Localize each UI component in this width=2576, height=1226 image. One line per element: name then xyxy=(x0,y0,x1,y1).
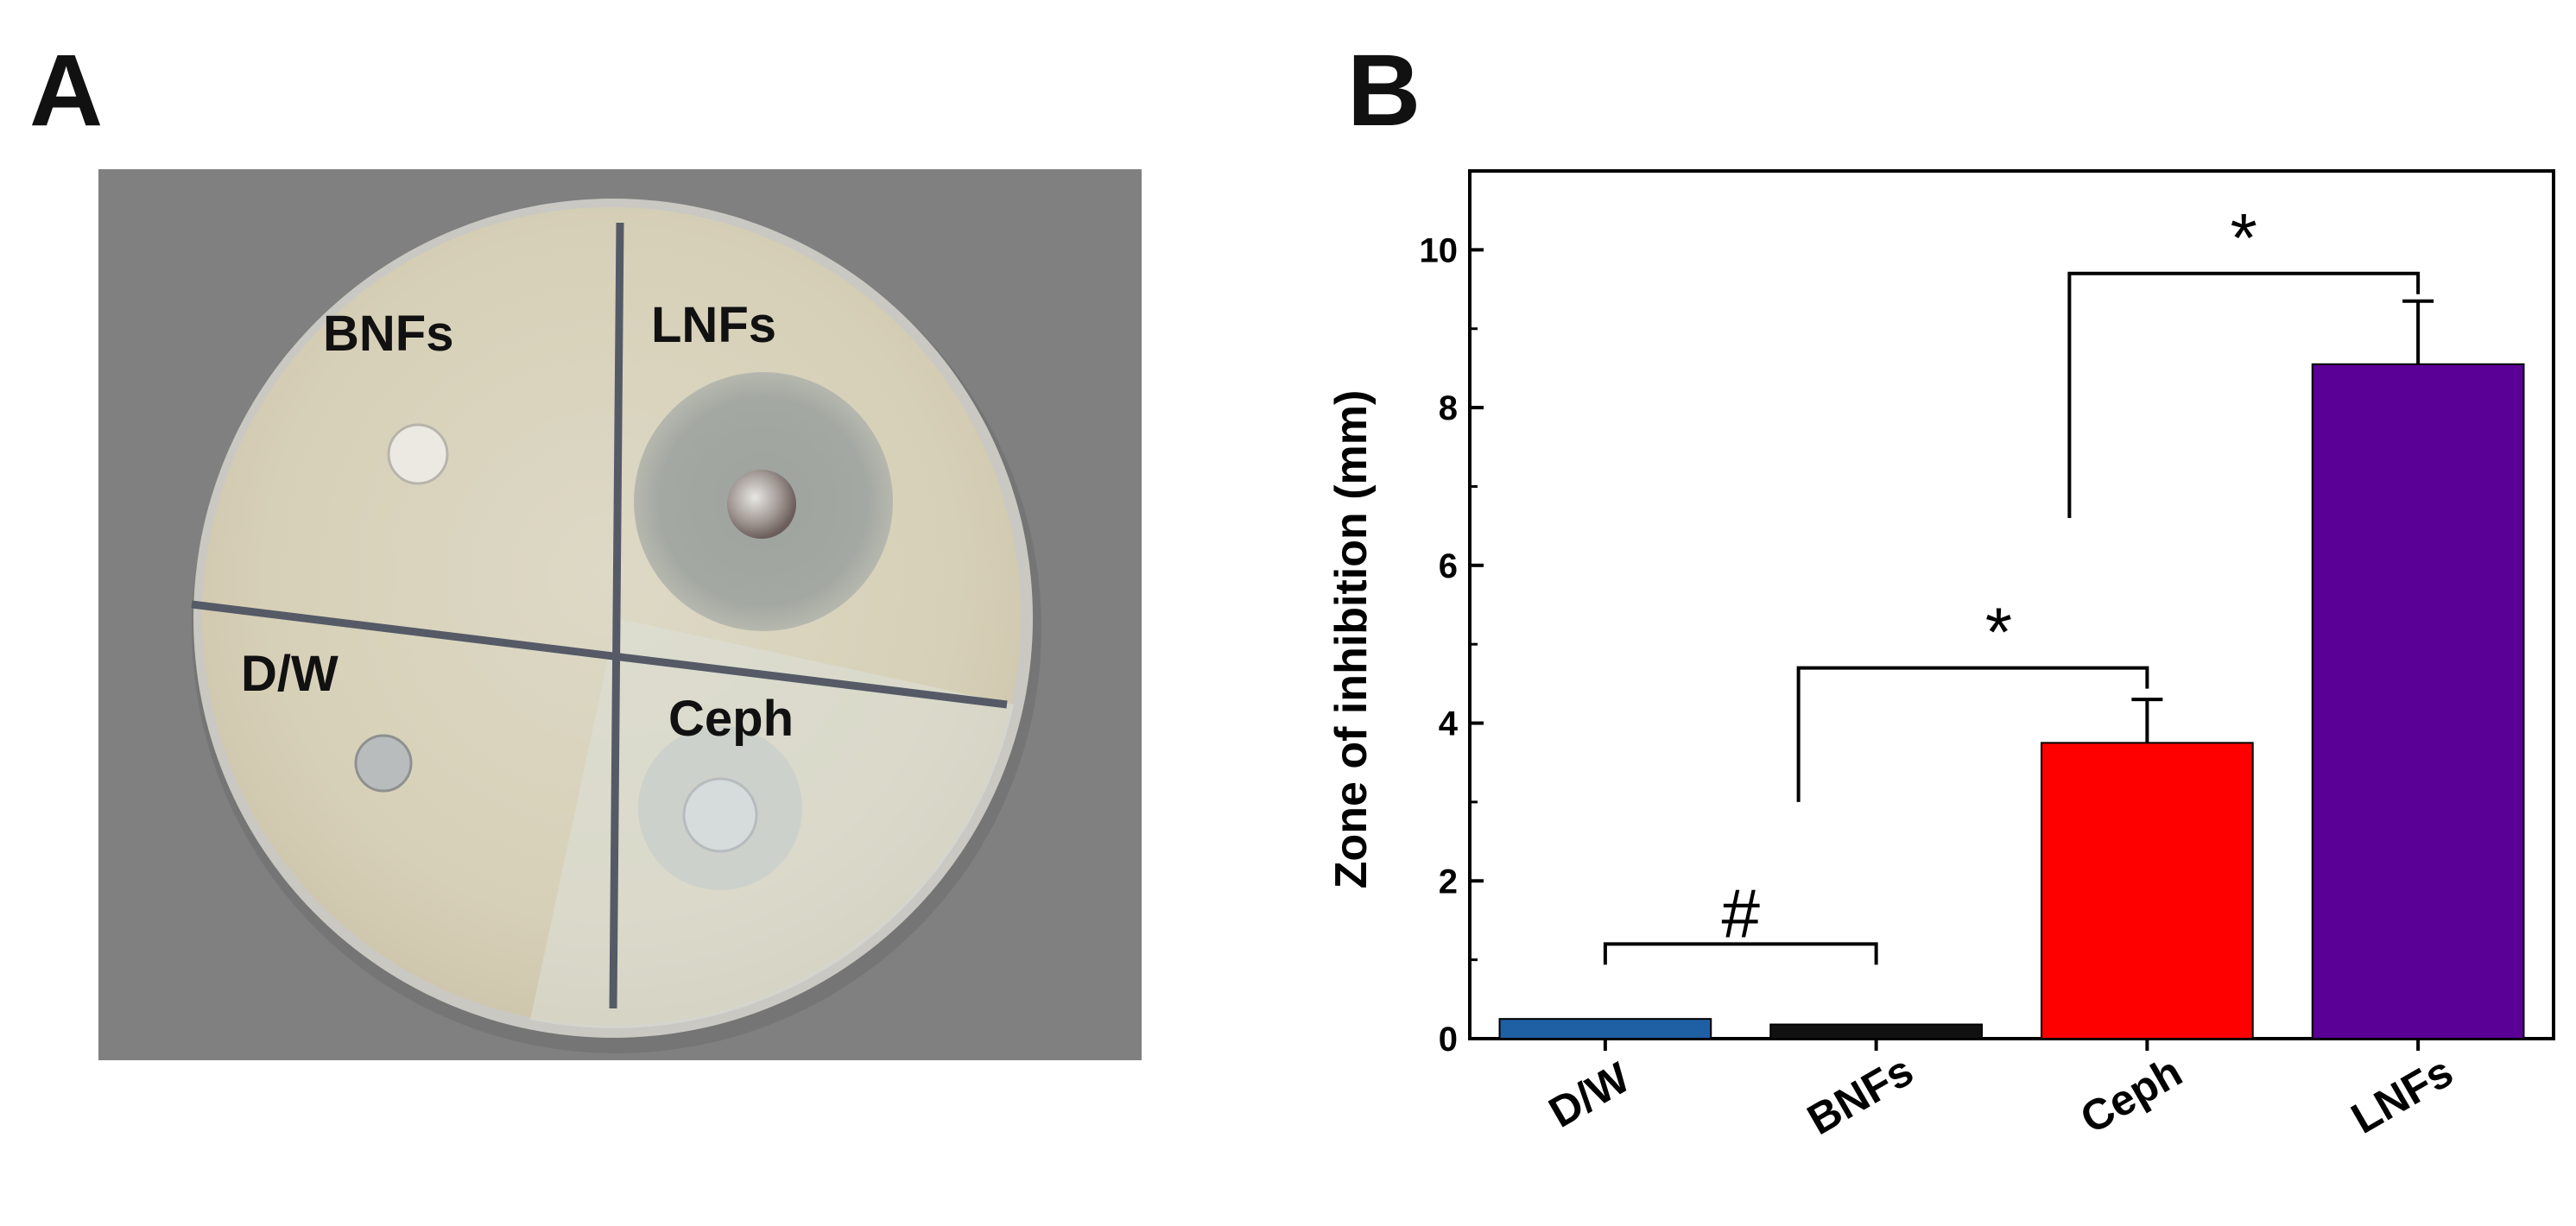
bar-lnfs xyxy=(2311,363,2525,1040)
x-tick-label: D/W xyxy=(1541,1052,1638,1136)
y-tick-label: 6 xyxy=(1439,547,1458,585)
x-tick-label: BNFs xyxy=(1800,1046,1921,1144)
y-tick-label: 8 xyxy=(1439,389,1458,427)
vertical-divider xyxy=(609,222,624,1009)
panel-b-letter: B xyxy=(1347,34,1421,148)
significance-bracket xyxy=(1796,666,2149,802)
label-lnfs: LNFs xyxy=(651,297,776,353)
y-tick-label: 4 xyxy=(1439,705,1459,743)
panel-a-letter: A xyxy=(29,34,104,148)
significance-bracket xyxy=(1603,942,1878,965)
inhibition-bar-chart: 0 2 4 6 8 10 D/W BNFs Ceph LNFs # * * Zone of inhib… xyxy=(1295,138,2576,1222)
y-tick-label: 10 xyxy=(1420,231,1459,269)
lnfs-well xyxy=(727,470,796,539)
bar-dw xyxy=(1498,1018,1712,1040)
chart-svg: 0 2 4 6 8 10 D/W BNFs Ceph LNFs # * * Zone of inhib… xyxy=(1326,169,2555,1144)
label-dw: D/W xyxy=(241,646,339,702)
bnfs-well xyxy=(387,423,449,485)
bar-ceph xyxy=(2041,742,2254,1040)
x-tick-label: Ceph xyxy=(2073,1047,2190,1143)
label-bnfs: BNFs xyxy=(323,306,453,362)
significance-bracket xyxy=(2067,271,2421,518)
label-ceph: Ceph xyxy=(668,691,794,747)
x-tick-label: LNFs xyxy=(2343,1047,2460,1143)
agar-plate-illustration: BNFs LNFs D/W Ceph xyxy=(98,169,1142,1060)
bar-bnfs xyxy=(1769,1023,1983,1040)
significance-symbol: # xyxy=(1722,875,1761,951)
dw-well xyxy=(354,734,413,793)
y-tick-label: 2 xyxy=(1439,863,1458,901)
y-tick-label: 0 xyxy=(1439,1021,1458,1059)
horizontal-divider xyxy=(191,600,1008,709)
agar-plate-photo: BNFs LNFs D/W Ceph xyxy=(98,169,1142,1060)
y-axis-label: Zone of inhibition (mm) xyxy=(1326,390,1377,889)
significance-symbol: * xyxy=(2231,199,2257,276)
ceph-well xyxy=(682,777,758,853)
plot-frame xyxy=(1468,169,2555,1040)
significance-symbol: * xyxy=(1985,594,2012,671)
